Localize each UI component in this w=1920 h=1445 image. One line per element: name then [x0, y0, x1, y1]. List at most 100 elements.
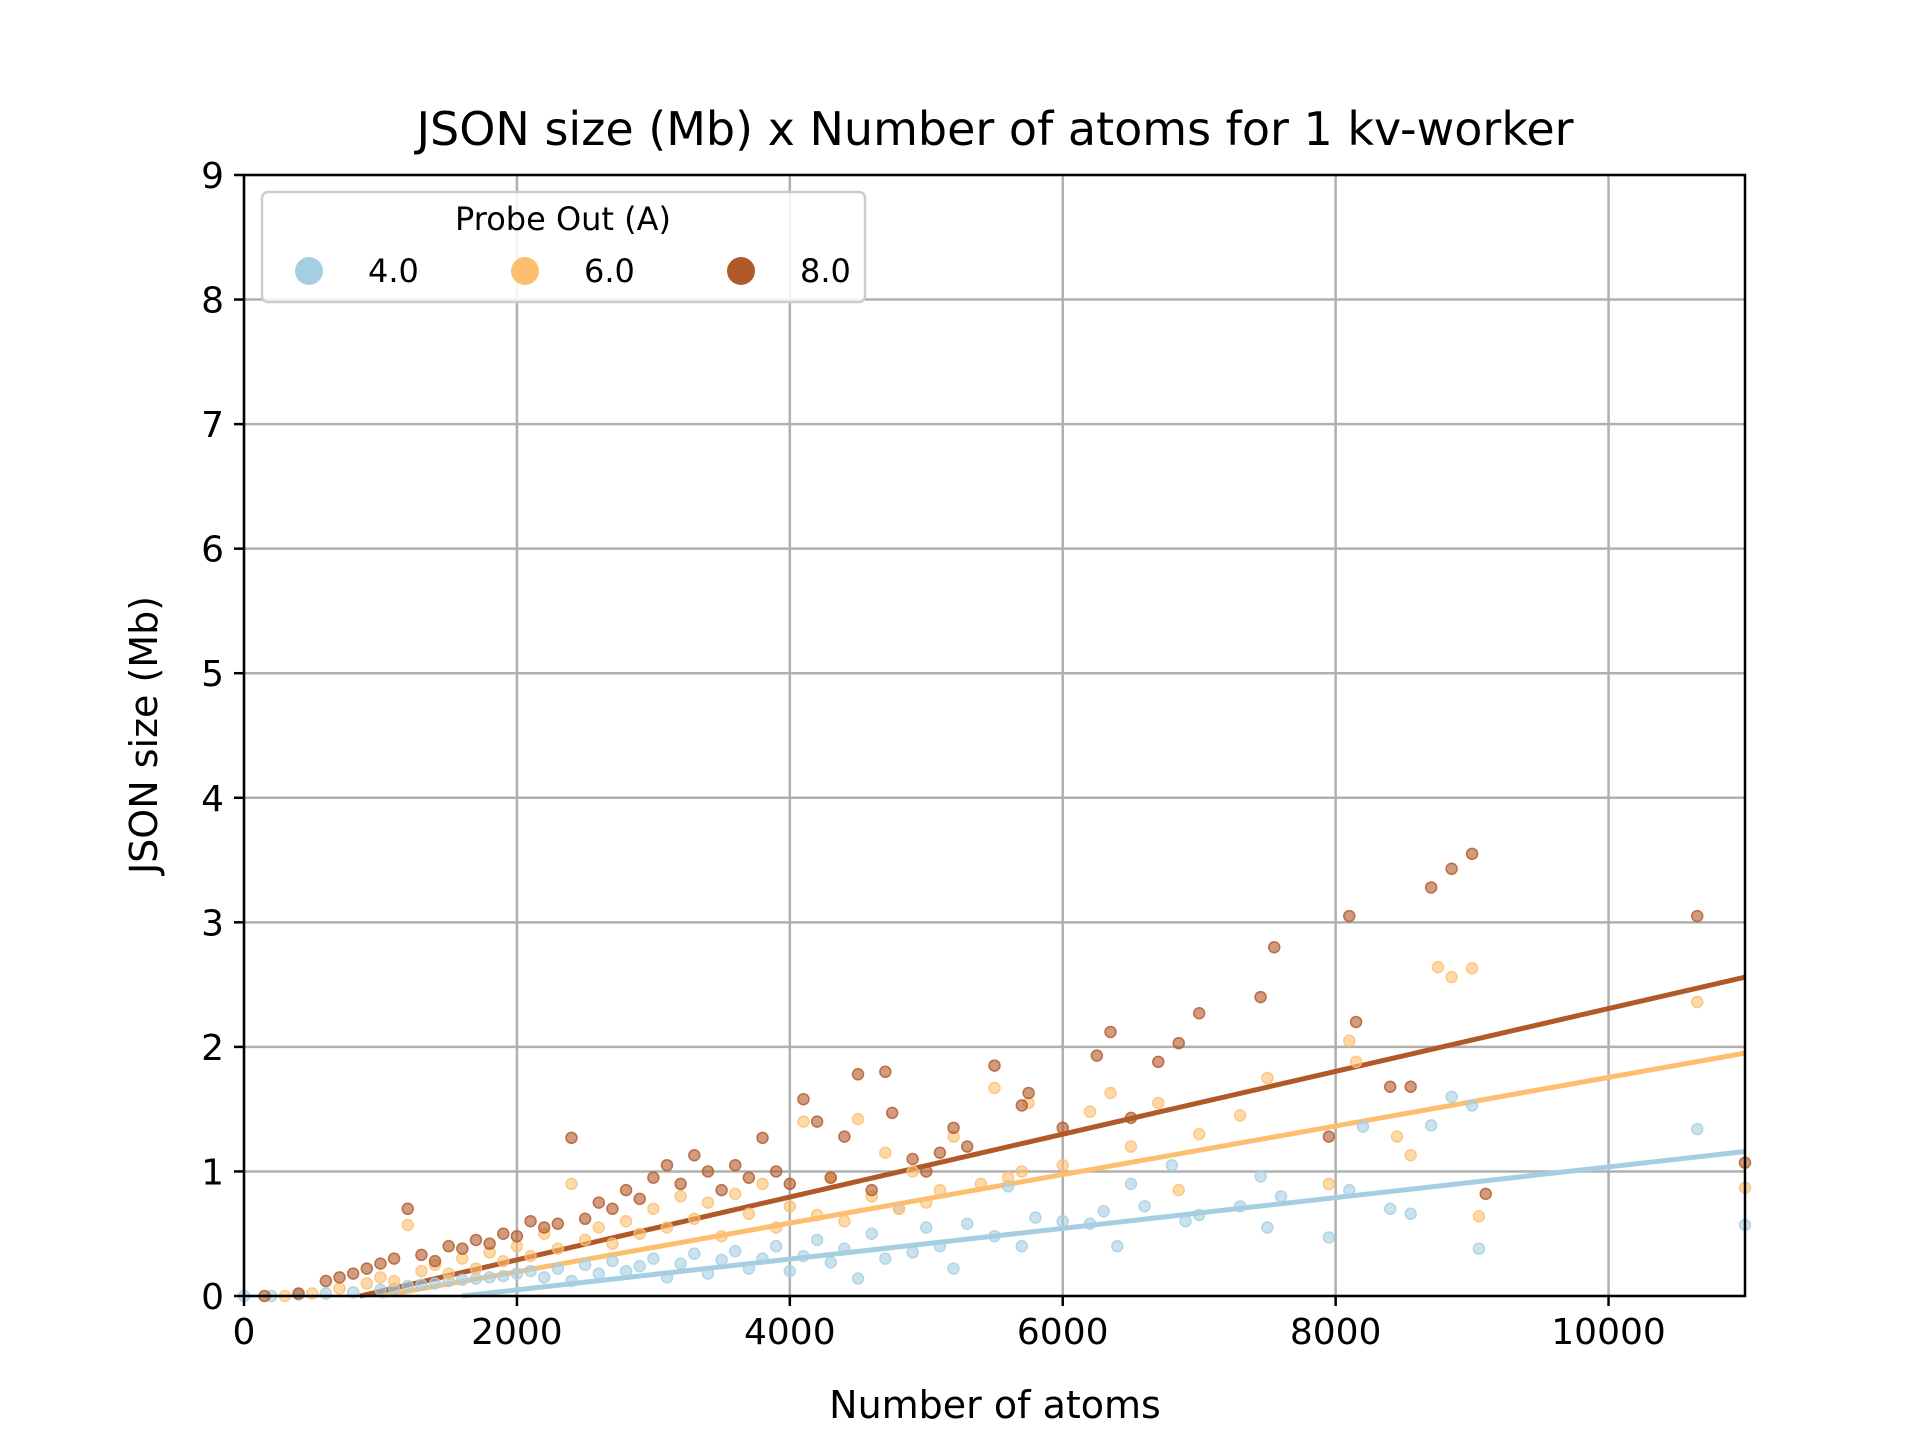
data-point-6-0: [1343, 1034, 1356, 1047]
data-point-4-0: [810, 1233, 824, 1247]
data-point-4-0: [824, 1256, 838, 1269]
data-point-8-0: [374, 1257, 387, 1270]
data-point-4-0: [1322, 1231, 1336, 1244]
data-point-4-0: [960, 1217, 974, 1231]
data-point-4-0: [633, 1259, 646, 1273]
data-point-8-0: [360, 1262, 374, 1275]
data-point-8-0: [1690, 909, 1704, 923]
data-point-6-0: [1445, 970, 1458, 984]
data-point-4-0: [920, 1221, 933, 1234]
data-point-8-0: [742, 1171, 756, 1184]
data-point-6-0: [701, 1196, 715, 1209]
data-point-4-0: [1472, 1242, 1486, 1255]
gridlines: [242, 173, 1745, 1298]
data-point-8-0: [838, 1130, 851, 1143]
plot-frame: [242, 173, 1747, 1298]
x-axis-label: Number of atoms: [829, 1383, 1161, 1427]
data-point-6-0: [442, 1267, 455, 1280]
data-point-6-0: [660, 1221, 674, 1234]
data-point-6-0: [892, 1202, 906, 1216]
data-point-6-0: [1404, 1149, 1417, 1162]
data-point-4-0: [619, 1264, 633, 1278]
data-point-6-0: [606, 1237, 619, 1250]
y-tick-label: 2: [201, 1028, 224, 1069]
data-point-4-0: [1274, 1190, 1288, 1203]
data-point-4-0: [483, 1271, 496, 1284]
data-point-8-0: [933, 1146, 947, 1160]
data-point-8-0: [497, 1227, 510, 1240]
data-point-4-0: [1383, 1202, 1397, 1216]
data-point-6-0: [387, 1274, 401, 1288]
y-tick-label: 0: [201, 1277, 224, 1318]
data-point-4-0: [1343, 1183, 1356, 1197]
data-point-4-0: [319, 1287, 333, 1300]
data-point-6-0: [756, 1177, 769, 1191]
data-point-8-0: [851, 1068, 865, 1081]
data-point-6-0: [1431, 960, 1445, 974]
data-point-6-0: [1192, 1127, 1206, 1141]
y-tick-label: 4: [201, 779, 224, 820]
data-point-4-0: [1233, 1200, 1247, 1213]
data-point-6-0: [1690, 995, 1704, 1009]
data-point-8-0: [647, 1171, 660, 1184]
data-point-8-0: [988, 1059, 1001, 1072]
data-point-8-0: [1104, 1025, 1117, 1039]
data-point-6-0: [305, 1287, 319, 1300]
data-point-4-0: [1445, 1090, 1458, 1103]
data-point-4-0: [660, 1271, 674, 1284]
y-tick-label: 5: [201, 654, 224, 695]
data-point-8-0: [879, 1065, 892, 1079]
data-point-4-0: [1465, 1099, 1479, 1112]
trend-line-8-0: [359, 974, 1746, 1299]
data-point-4-0: [879, 1252, 892, 1265]
data-point-8-0: [824, 1171, 838, 1184]
data-point-6-0: [688, 1212, 701, 1226]
data-point-4-0: [592, 1267, 606, 1280]
data-point-6-0: [497, 1254, 510, 1268]
data-point-8-0: [442, 1239, 455, 1253]
data-point-6-0: [524, 1249, 537, 1263]
data-point-4-0: [456, 1273, 469, 1287]
data-point-6-0: [1151, 1096, 1165, 1110]
data-point-6-0: [565, 1177, 578, 1191]
x-tick-label: 4000: [744, 1312, 836, 1353]
data-point-8-0: [1267, 940, 1281, 954]
data-point-8-0: [633, 1192, 646, 1206]
data-point-8-0: [537, 1221, 551, 1234]
data-point-8-0: [885, 1106, 899, 1120]
trend-lines: [359, 974, 1746, 1299]
data-point-8-0: [510, 1229, 524, 1243]
data-point-6-0: [578, 1233, 592, 1247]
legend-label-6-0: 6.0: [584, 252, 635, 290]
data-point-8-0: [401, 1202, 414, 1216]
x-tick-label: 6000: [1017, 1312, 1109, 1353]
legend-marker-6-0: [511, 257, 539, 285]
data-point-8-0: [1322, 1130, 1336, 1143]
data-point-4-0: [783, 1264, 797, 1278]
x-tick-label: 0: [233, 1312, 256, 1353]
data-point-8-0: [1479, 1187, 1492, 1201]
data-point-8-0: [524, 1215, 537, 1228]
data-point-8-0: [387, 1252, 401, 1265]
data-point-8-0: [333, 1271, 346, 1284]
data-point-8-0: [578, 1212, 592, 1226]
data-point-6-0: [933, 1183, 947, 1197]
data-point-6-0: [1261, 1071, 1274, 1085]
data-point-4-0: [428, 1277, 442, 1290]
data-point-6-0: [1233, 1109, 1247, 1122]
legend-marker-4-0: [295, 257, 323, 285]
data-point-8-0: [456, 1242, 469, 1255]
data-point-4-0: [688, 1247, 701, 1260]
data-point-8-0: [483, 1237, 496, 1250]
data-point-6-0: [1172, 1183, 1185, 1197]
data-point-8-0: [906, 1152, 919, 1166]
data-point-6-0: [797, 1115, 810, 1128]
data-point-4-0: [1165, 1158, 1179, 1172]
data-point-6-0: [879, 1146, 892, 1160]
data-point-6-0: [360, 1277, 374, 1290]
data-point-6-0: [715, 1229, 728, 1243]
data-point-6-0: [619, 1215, 633, 1228]
data-point-4-0: [401, 1279, 414, 1293]
